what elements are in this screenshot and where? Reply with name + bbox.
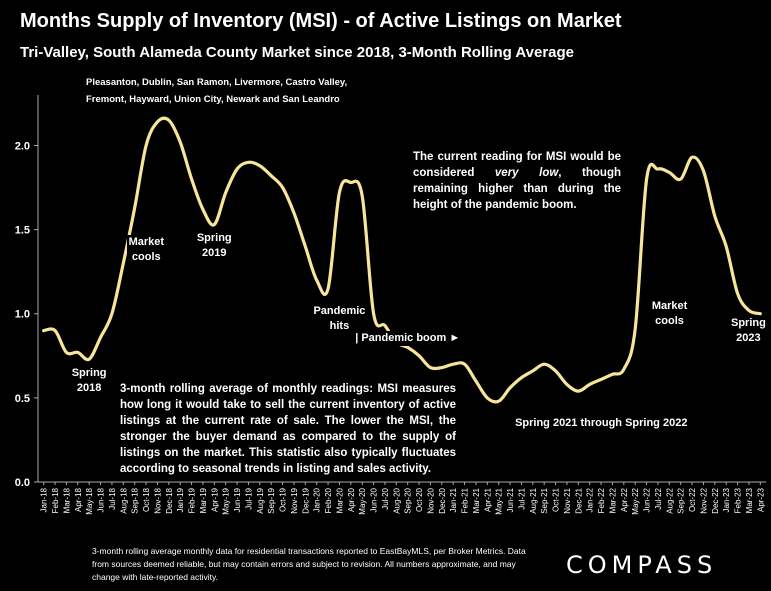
region-note: Pleasanton, Dublin, San Ramon, Livermore…: [86, 74, 347, 108]
x-tick-label: Nov-18: [153, 487, 162, 513]
chart-subtitle: Tri-Valley, South Alameda County Market …: [20, 44, 575, 61]
x-tick-label: Jun-20: [370, 487, 379, 512]
chart-annotation: Spring 2021 through Spring 2022: [513, 415, 690, 431]
x-tick-label: May-21: [495, 487, 504, 514]
x-tick-label: Apr-21: [483, 487, 492, 512]
x-tick-label: Aug-22: [665, 487, 674, 513]
x-tick-label: Jul-20: [381, 487, 390, 509]
chart-annotation: Spring 2019: [194, 231, 234, 262]
x-tick-label: Feb-20: [324, 487, 333, 513]
chart-annotation: | Pandemic boom ►: [353, 331, 463, 347]
chart-annotation: Spring 2018: [69, 366, 109, 397]
x-tick-label: Mar-21: [472, 487, 481, 513]
chart-annotation: Spring 2023: [729, 315, 768, 346]
x-tick-label: Dec-21: [574, 487, 583, 513]
compass-logo: COMPASS: [566, 551, 718, 579]
x-tick-label: Aug-19: [256, 487, 265, 513]
x-tick-label: Mar-23: [745, 487, 754, 513]
x-tick-label: Apr-20: [347, 487, 356, 512]
x-tick-label: Mar-18: [62, 487, 71, 513]
x-tick-label: Oct-21: [552, 487, 561, 512]
x-tick-label: Feb-19: [188, 487, 197, 513]
x-tick-label: Aug-20: [392, 487, 401, 513]
x-tick-label: Jan-18: [40, 487, 49, 512]
x-tick-label: Dec-22: [711, 487, 720, 513]
x-tick-label: Jan-23: [722, 487, 731, 512]
chart-annotation: Pandemic hits: [311, 303, 368, 334]
x-tick-label: Mar-22: [608, 487, 617, 513]
x-tick-label: Dec-18: [165, 487, 174, 513]
region-note-line: Pleasanton, Dublin, San Ramon, Livermore…: [86, 77, 348, 88]
x-tick-label: Jan-20: [313, 487, 322, 512]
x-tick-label: Oct-22: [688, 487, 697, 512]
x-tick-label: Sep-19: [267, 487, 276, 513]
x-tick-label: Feb-18: [51, 487, 60, 513]
x-tick-label: Sep-22: [677, 487, 686, 513]
y-tick-label: 1.0: [15, 309, 30, 321]
x-tick-label: Oct-20: [415, 487, 424, 512]
x-tick-label: May-22: [631, 487, 640, 514]
x-tick-label: Apr-18: [74, 487, 83, 512]
x-tick-label: Jul-18: [108, 487, 117, 509]
x-tick-label: Sep-21: [540, 487, 549, 513]
x-tick-label: Mar-20: [335, 487, 344, 513]
x-tick-label: May-20: [358, 487, 367, 514]
x-tick-label: Jun-22: [643, 487, 652, 512]
x-tick-label: Feb-21: [461, 487, 470, 513]
x-tick-label: Aug-18: [119, 487, 128, 513]
msi-definition-note: 3-month rolling average of monthly readi…: [120, 383, 456, 475]
x-tick-label: Jan-22: [586, 487, 595, 512]
x-tick-label: Sep-20: [404, 487, 413, 513]
chart-annotation: Market cools: [649, 298, 690, 329]
y-tick-label: 1.5: [15, 225, 30, 237]
x-tick-label: Jul-21: [517, 487, 526, 509]
x-tick-label: Dec-20: [438, 487, 447, 513]
x-tick-label: Jun-18: [97, 487, 106, 512]
x-tick-label: Jul-19: [244, 487, 253, 509]
x-tick-label: Apr-22: [620, 487, 629, 512]
x-tick-label: Jun-21: [506, 487, 515, 512]
x-tick-label: Feb-22: [597, 487, 606, 513]
chart-annotation: Market cools: [126, 234, 167, 265]
x-tick-label: May-18: [85, 487, 94, 514]
current-reading-note: The current reading for MSI would be con…: [413, 151, 621, 211]
x-tick-label: Sep-18: [131, 487, 140, 513]
x-tick-label: Mar-19: [199, 487, 208, 513]
x-tick-label: Nov-19: [290, 487, 299, 513]
x-tick-label: Aug-21: [529, 487, 538, 513]
region-note-line: Fremont, Hayward, Union City, Newark and…: [86, 94, 340, 105]
emphasis-text: very low: [494, 167, 559, 179]
x-tick-label: Nov-21: [563, 487, 572, 513]
y-tick-label: 0.0: [15, 477, 30, 489]
x-tick-label: Apr-23: [756, 487, 765, 512]
y-tick-label: 0.5: [15, 393, 30, 405]
x-tick-label: Feb-23: [734, 487, 743, 513]
x-tick-label: May-19: [222, 487, 231, 514]
x-tick-label: Jun-19: [233, 487, 242, 512]
source-footnote: 3-month rolling average monthly data for…: [92, 546, 526, 582]
x-tick-label: Apr-19: [210, 487, 219, 512]
x-tick-label: Jan-19: [176, 487, 185, 512]
x-tick-label: Nov-20: [426, 487, 435, 513]
y-tick-label: 2.0: [15, 140, 30, 152]
x-tick-label: Jan-21: [449, 487, 458, 512]
x-tick-label: Nov-22: [699, 487, 708, 513]
chart-title: Months Supply of Inventory (MSI) - of Ac…: [20, 10, 622, 32]
x-tick-label: Oct-19: [279, 487, 288, 512]
x-tick-label: Dec-19: [301, 487, 310, 513]
x-tick-label: Jul-22: [654, 487, 663, 509]
x-tick-label: Oct-18: [142, 487, 151, 512]
